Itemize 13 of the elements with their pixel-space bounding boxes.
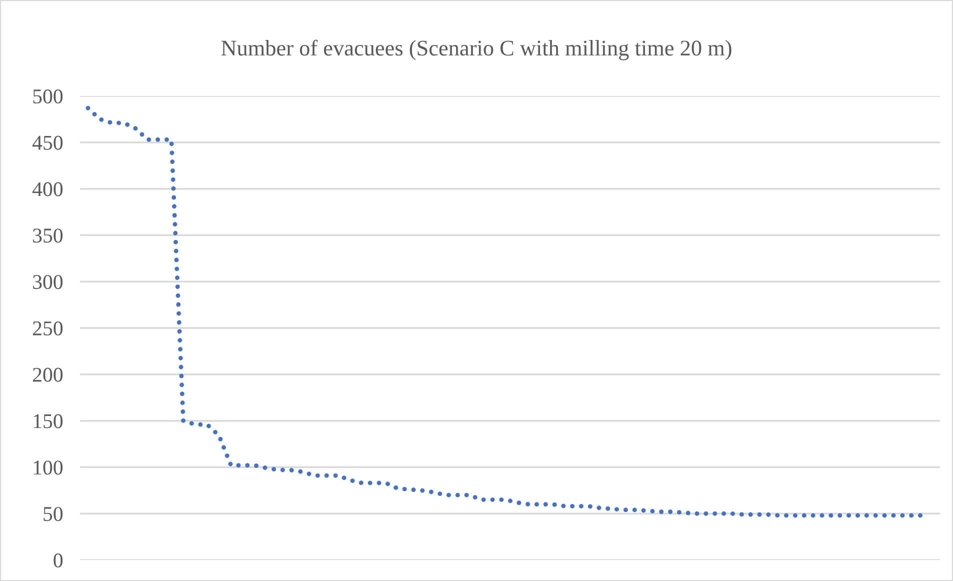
y-tick-label: 0 [54, 553, 63, 568]
y-tick-label: 350 [33, 228, 63, 243]
line-series [86, 106, 924, 518]
y-tick-label: 300 [33, 274, 63, 290]
chart-title: Number of evacuees (Scenario C with milling time 20 m) [221, 40, 732, 60]
y-tick-label: 250 [33, 321, 63, 336]
y-tick-label: 50 [44, 506, 63, 522]
y-tick-label: 450 [32, 136, 63, 150]
y-tick-label: 150 [34, 414, 63, 428]
y-tick-label: 400 [32, 182, 63, 196]
y-tick-label: 500 [33, 89, 63, 104]
y-tick-label: 200 [33, 368, 63, 382]
y-tick-label: 100 [34, 460, 63, 475]
